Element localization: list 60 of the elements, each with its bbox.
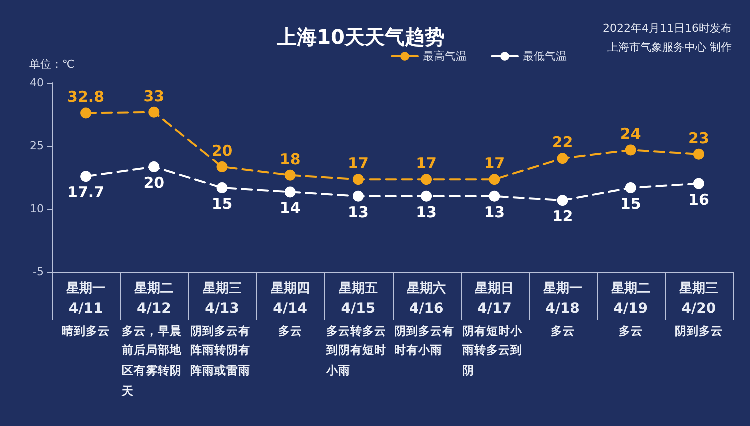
data-label: 17.7 (68, 184, 105, 202)
data-label: 17 (484, 154, 506, 173)
point (489, 174, 500, 186)
data-label: 20 (212, 142, 233, 160)
legend-label: 最低气温 (523, 50, 567, 63)
point (216, 162, 228, 172)
text: 上海市气象服务中心 制作 (608, 41, 732, 54)
point (421, 174, 432, 186)
y-axis-title: 单位：℃ (29, 58, 75, 71)
x-tick-label: 星期日 4/17 阴有短时小雨转多云到阴 (462, 282, 524, 378)
data-label: 23 (688, 129, 710, 148)
x-tick-label: 星期二 4/19 多云 (610, 282, 650, 338)
chart-title: 上海10天天气趋势 (276, 25, 445, 49)
point (557, 153, 568, 164)
x-tick-label: 星期二 4/12 多云，早晨前后局部地区有雾转阴天 (121, 282, 184, 398)
point (557, 195, 568, 206)
point (284, 170, 296, 181)
x-tick-label: 星期一 4/11 晴到多云 (62, 282, 110, 338)
point (148, 106, 160, 118)
data-label: 22 (552, 134, 574, 152)
point (80, 108, 92, 119)
x-tick-label: 星期三 4/20 阴到多云 (674, 282, 723, 338)
data-label: 13 (484, 203, 506, 222)
data-label: 24 (620, 125, 642, 144)
point (421, 190, 432, 202)
data-label: 14 (280, 199, 301, 218)
y-tick-label: -5 (33, 266, 44, 278)
point (625, 144, 636, 156)
point (352, 174, 364, 186)
data-label: 12 (552, 208, 574, 226)
data-label: 13 (348, 203, 369, 222)
point (284, 186, 296, 198)
point (216, 182, 228, 194)
point (693, 178, 704, 190)
point (625, 182, 636, 194)
point (693, 148, 704, 160)
point (148, 162, 160, 172)
x-tick-label: 星期四 4/14 多云 (270, 282, 310, 338)
x-tick-label: 星期一 4/18 多云 (542, 282, 582, 338)
data-label: 13 (416, 203, 437, 222)
data-label: 18 (280, 150, 301, 168)
data-label: 17 (416, 154, 437, 173)
legend-label: 最高气温 (423, 50, 467, 63)
data-label: 32.8 (68, 88, 105, 106)
point (489, 190, 500, 202)
y-tick-label: 40 (30, 76, 44, 90)
data-label: 15 (212, 195, 233, 213)
data-label: 20 (144, 174, 165, 192)
point (352, 190, 364, 202)
data-label: 15 (620, 195, 642, 213)
data-label: 33 (144, 87, 165, 106)
x-tick-label: 星期三 4/13 阴到多云有阵雨转阴有阵雨或雷雨 (190, 282, 250, 378)
text: 2022年4月11日16时发布 (603, 22, 732, 35)
x-tick-label: 星期六 4/16 阴到多云有时有小雨 (394, 280, 455, 357)
y-tick-label: 25 (30, 140, 44, 152)
point (80, 171, 92, 182)
data-label: 17 (348, 154, 369, 173)
y-tick-label: 10 (30, 202, 44, 216)
data-label: 16 (688, 190, 710, 209)
x-tick-label: 星期五 4/15 多云转多云到阴有短时小雨 (325, 282, 386, 378)
